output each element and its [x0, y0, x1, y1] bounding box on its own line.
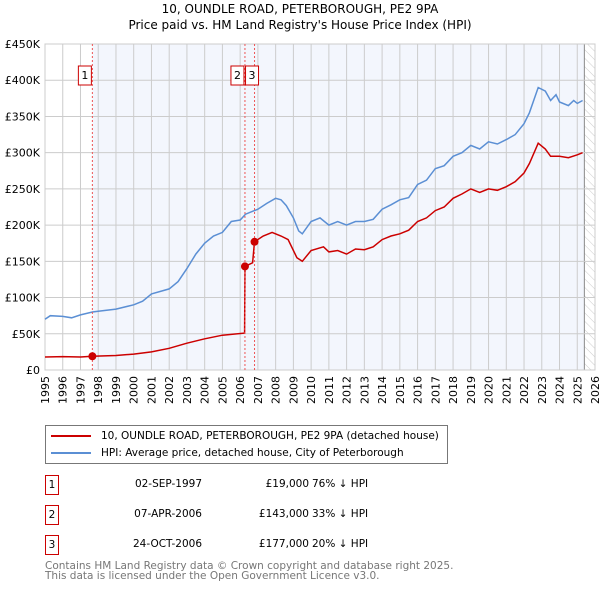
x-tick-label: 1999 [110, 376, 123, 404]
footer-licence: This data is licensed under the Open Gov… [45, 570, 380, 582]
sale-date: 07-APR-2006 [134, 508, 202, 520]
sale-badge [230, 65, 245, 86]
table-row: 1 02-SEP-1997 £19,000 76% ↓ HPI [45, 475, 445, 495]
x-tick-label: 1996 [57, 376, 70, 404]
marker-badge: 3 [45, 535, 59, 555]
sale-date: 24-OCT-2006 [133, 538, 202, 550]
x-tick-label: 2024 [554, 376, 567, 404]
y-tick-label: £150K [5, 255, 41, 268]
legend-label: HPI: Average price, detached house, City… [101, 447, 404, 459]
x-tick-label: 2026 [589, 376, 600, 404]
y-tick-label: £400K [5, 74, 41, 87]
x-tick-label: 2011 [323, 376, 336, 404]
x-tick-label: 2022 [518, 376, 531, 404]
legend-item-property: 10, OUNDLE ROAD, PETERBOROUGH, PE2 9PA (… [51, 430, 439, 442]
ownership-shading [92, 44, 585, 370]
property-price-line [44, 141, 583, 358]
x-tick-label: 2021 [500, 376, 513, 404]
future-hatch [584, 44, 595, 370]
table-row: 3 24-OCT-2006 £177,000 20% ↓ HPI [45, 535, 445, 555]
sale-badge [77, 65, 92, 86]
x-tick-label: 2016 [412, 376, 425, 404]
price-chart: 10, OUNDLE ROAD, PETERBOROUGH, PE2 9PA P… [5, 2, 600, 404]
x-tick-label: 2001 [145, 376, 158, 404]
footer: Contains HM Land Registry data © Crown c… [45, 560, 454, 582]
x-tick-label: 2008 [270, 376, 283, 404]
legend-swatch-blue [51, 452, 91, 454]
sale-price: £143,000 [258, 508, 309, 520]
sale-badge-label: 1 [81, 69, 88, 82]
x-tick-label: 2012 [341, 376, 354, 404]
y-tick-label: £350K [5, 110, 41, 123]
hpi-diff: 33% ↓ HPI [312, 508, 369, 520]
table-row: 2 07-APR-2006 £143,000 33% ↓ HPI [45, 505, 445, 525]
hpi-diff: 20% ↓ HPI [312, 538, 369, 550]
sale-price: £177,000 [258, 538, 309, 550]
x-tick-label: 1995 [39, 376, 52, 404]
x-tick-label: 2013 [358, 376, 371, 404]
x-tick-label: 2017 [429, 376, 442, 404]
hpi-diff: 76% ↓ HPI [312, 478, 369, 490]
x-tick-label: 2019 [465, 376, 478, 404]
y-tick-label: £50K [12, 328, 41, 341]
x-tick-label: 2009 [287, 376, 300, 404]
legend: 10, OUNDLE ROAD, PETERBOROUGH, PE2 9PA (… [45, 425, 448, 464]
y-tick-label: £200K [5, 219, 41, 232]
y-tick-label: £250K [5, 183, 41, 196]
sale-date: 02-SEP-1997 [134, 478, 202, 490]
y-tick-label: £300K [5, 147, 41, 160]
sale-badge-label: 3 [249, 69, 256, 82]
sale-point [250, 237, 259, 246]
plot-border [44, 43, 596, 371]
x-tick-label: 2005 [216, 376, 229, 404]
marker-badge: 1 [45, 475, 59, 495]
x-tick-label: 2002 [163, 376, 176, 404]
x-tick-label: 2023 [536, 376, 549, 404]
x-tick-label: 2000 [128, 376, 141, 404]
x-tick-label: 2020 [483, 376, 496, 404]
y-tick-label: £450K [5, 38, 41, 51]
legend-item-hpi: HPI: Average price, detached house, City… [51, 447, 404, 459]
sale-point [88, 352, 97, 361]
x-tick-label: 2010 [305, 376, 318, 404]
x-tick-label: 2014 [376, 376, 389, 404]
chart-title: 10, OUNDLE ROAD, PETERBOROUGH, PE2 9PA [162, 2, 440, 16]
x-tick-label: 1997 [74, 376, 87, 404]
y-tick-label: £100K [5, 292, 41, 305]
sale-badge-label: 2 [234, 69, 241, 82]
x-tick-label: 2018 [447, 376, 460, 404]
x-tick-label: 2004 [199, 376, 212, 404]
marker-badge: 2 [45, 505, 59, 525]
y-tick-label: £0 [26, 364, 40, 377]
x-tick-label: 2007 [252, 376, 265, 404]
legend-swatch-red [51, 435, 91, 437]
sale-badge [245, 65, 260, 86]
x-tick-label: 2015 [394, 376, 407, 404]
sale-price: £19,000 [265, 478, 309, 490]
legend-label: 10, OUNDLE ROAD, PETERBOROUGH, PE2 9PA (… [101, 430, 439, 442]
chart-subtitle: Price paid vs. HM Land Registry's House … [128, 18, 471, 32]
sale-point [240, 262, 249, 271]
footer-copyright: Contains HM Land Registry data © Crown c… [45, 560, 454, 572]
x-tick-label: 2006 [234, 376, 247, 404]
hpi-line [44, 86, 583, 320]
x-tick-label: 2025 [571, 376, 584, 404]
x-tick-label: 2003 [181, 376, 194, 404]
x-tick-label: 1998 [92, 376, 105, 404]
